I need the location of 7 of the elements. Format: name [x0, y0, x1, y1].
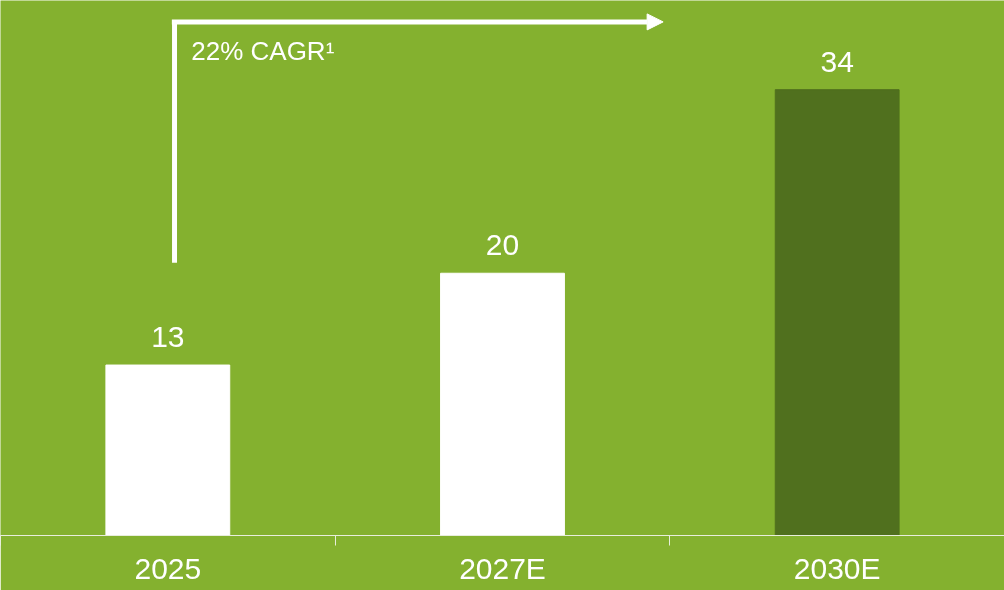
- x-tick-label: 2027E: [459, 551, 546, 585]
- data-label: 34: [820, 44, 854, 78]
- data-label: 13: [151, 320, 185, 354]
- text: 22% CAGR¹: [191, 35, 335, 66]
- x-tick-label: 2025: [134, 551, 202, 585]
- x-tick-label: 2030E: [793, 551, 881, 585]
- data-label: 20: [485, 228, 520, 262]
